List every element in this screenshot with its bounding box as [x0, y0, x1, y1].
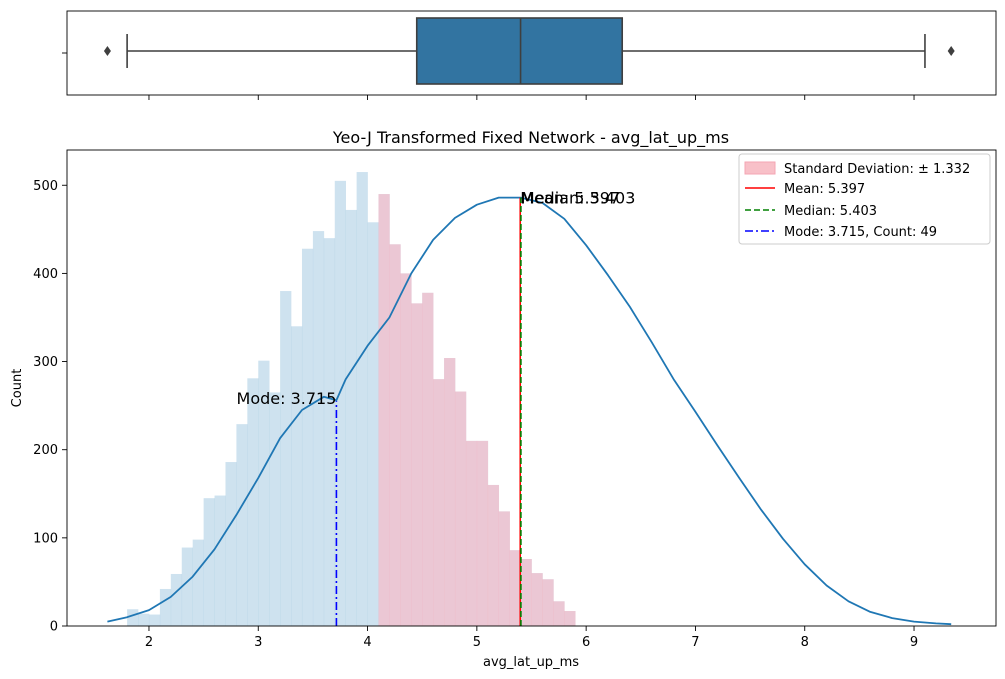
std-band-bars — [378, 194, 576, 626]
histogram-bar — [291, 326, 303, 626]
histogram-bar — [170, 573, 183, 626]
histogram-bar — [203, 498, 215, 626]
boxplot-marks — [103, 17, 955, 85]
y-tick-label: 200 — [33, 443, 58, 458]
std-band-bar — [553, 601, 565, 626]
std-band-bar — [520, 559, 532, 626]
median-annotation: Median: 5.403 — [521, 189, 635, 208]
histogram-bar — [345, 209, 357, 626]
stat-lines — [335, 197, 522, 626]
x-axis-label: avg_lat_up_ms — [483, 655, 579, 670]
box-outlier — [947, 46, 955, 56]
x-tick-label: 7 — [691, 635, 699, 650]
histogram-bar — [236, 424, 248, 626]
std-band-bar — [476, 440, 489, 626]
std-band-bar — [564, 611, 576, 626]
std-band-bar — [454, 391, 467, 626]
std-band-bar — [400, 273, 412, 626]
chart-title: Yeo-J Transformed Fixed Network - avg_la… — [332, 128, 729, 148]
y-tick-label: 400 — [33, 267, 58, 282]
histogram-frame — [66, 149, 997, 627]
x-tick-label: 6 — [582, 635, 590, 650]
histogram-x-ticks: 2 3 4 5 6 7 8 9 — [145, 626, 918, 650]
y-tick-label: 100 — [33, 531, 58, 546]
histogram-bar — [159, 588, 172, 626]
histogram-y-ticks: 0 100 200 300 400 500 — [33, 179, 67, 635]
x-tick-label: 2 — [145, 635, 153, 650]
std-band-bar — [433, 379, 445, 626]
histogram-bar — [192, 539, 204, 626]
histogram-bar — [356, 172, 368, 626]
histogram-bar — [312, 231, 325, 626]
std-band-bar — [498, 511, 510, 626]
boxplot-x-ticks — [148, 95, 915, 100]
histogram-bar — [301, 248, 314, 626]
y-tick-label: 500 — [33, 179, 58, 194]
std-band-bar — [465, 440, 478, 626]
std-band-bar — [542, 579, 554, 626]
histogram-bar — [127, 609, 139, 626]
boxplot-axes — [62, 10, 997, 100]
box-iqr — [415, 17, 624, 85]
y-axis-label: Count — [10, 369, 25, 408]
histogram-bar — [323, 238, 336, 627]
legend-std-swatch — [744, 161, 776, 175]
histogram-bar — [269, 392, 281, 626]
std-band-bar — [378, 194, 390, 626]
mode-annotation: Mode: 3.715 — [237, 389, 337, 408]
histogram-bar — [334, 180, 346, 626]
histogram-bar — [181, 547, 193, 626]
x-tick-label: 5 — [473, 635, 481, 650]
x-tick-label: 8 — [801, 635, 809, 650]
x-tick-label: 4 — [363, 635, 371, 650]
std-band-bar — [411, 303, 423, 626]
histogram-bar — [138, 613, 150, 626]
legend-median-label: Median: 5.403 — [784, 204, 877, 219]
x-tick-label: 9 — [910, 635, 918, 650]
std-band-bar — [487, 484, 500, 626]
mean-annotation: Mean: 5.397 — [520, 189, 620, 208]
histogram-bar — [258, 360, 270, 626]
box-outlier — [103, 46, 111, 56]
histogram-bar — [214, 495, 226, 626]
std-band-bar — [509, 550, 521, 626]
histogram-bar — [367, 222, 379, 626]
y-tick-label: 300 — [33, 355, 58, 370]
histogram-bar — [280, 291, 292, 626]
histogram-bar — [247, 378, 259, 626]
std-band-bar — [422, 292, 434, 626]
histogram-bar — [225, 462, 237, 626]
legend-box — [738, 153, 991, 245]
legend-mean-label: Mean: 5.397 — [784, 182, 865, 197]
legend-mode-label: Mode: 3.715, Count: 49 — [784, 225, 937, 240]
std-band-bar — [531, 573, 543, 626]
x-tick-label: 3 — [254, 635, 262, 650]
legend: Standard Deviation: ± 1.332 Mean: 5.397 … — [738, 153, 991, 245]
histogram-axes: Yeo-J Transformed Fixed Network - avg_la… — [10, 128, 997, 670]
histogram-bar — [148, 614, 161, 626]
std-band-bar — [444, 358, 456, 626]
std-band-bar — [389, 244, 401, 626]
y-tick-label: 0 — [50, 620, 58, 635]
legend-std-label: Standard Deviation: ± 1.332 — [784, 162, 970, 177]
